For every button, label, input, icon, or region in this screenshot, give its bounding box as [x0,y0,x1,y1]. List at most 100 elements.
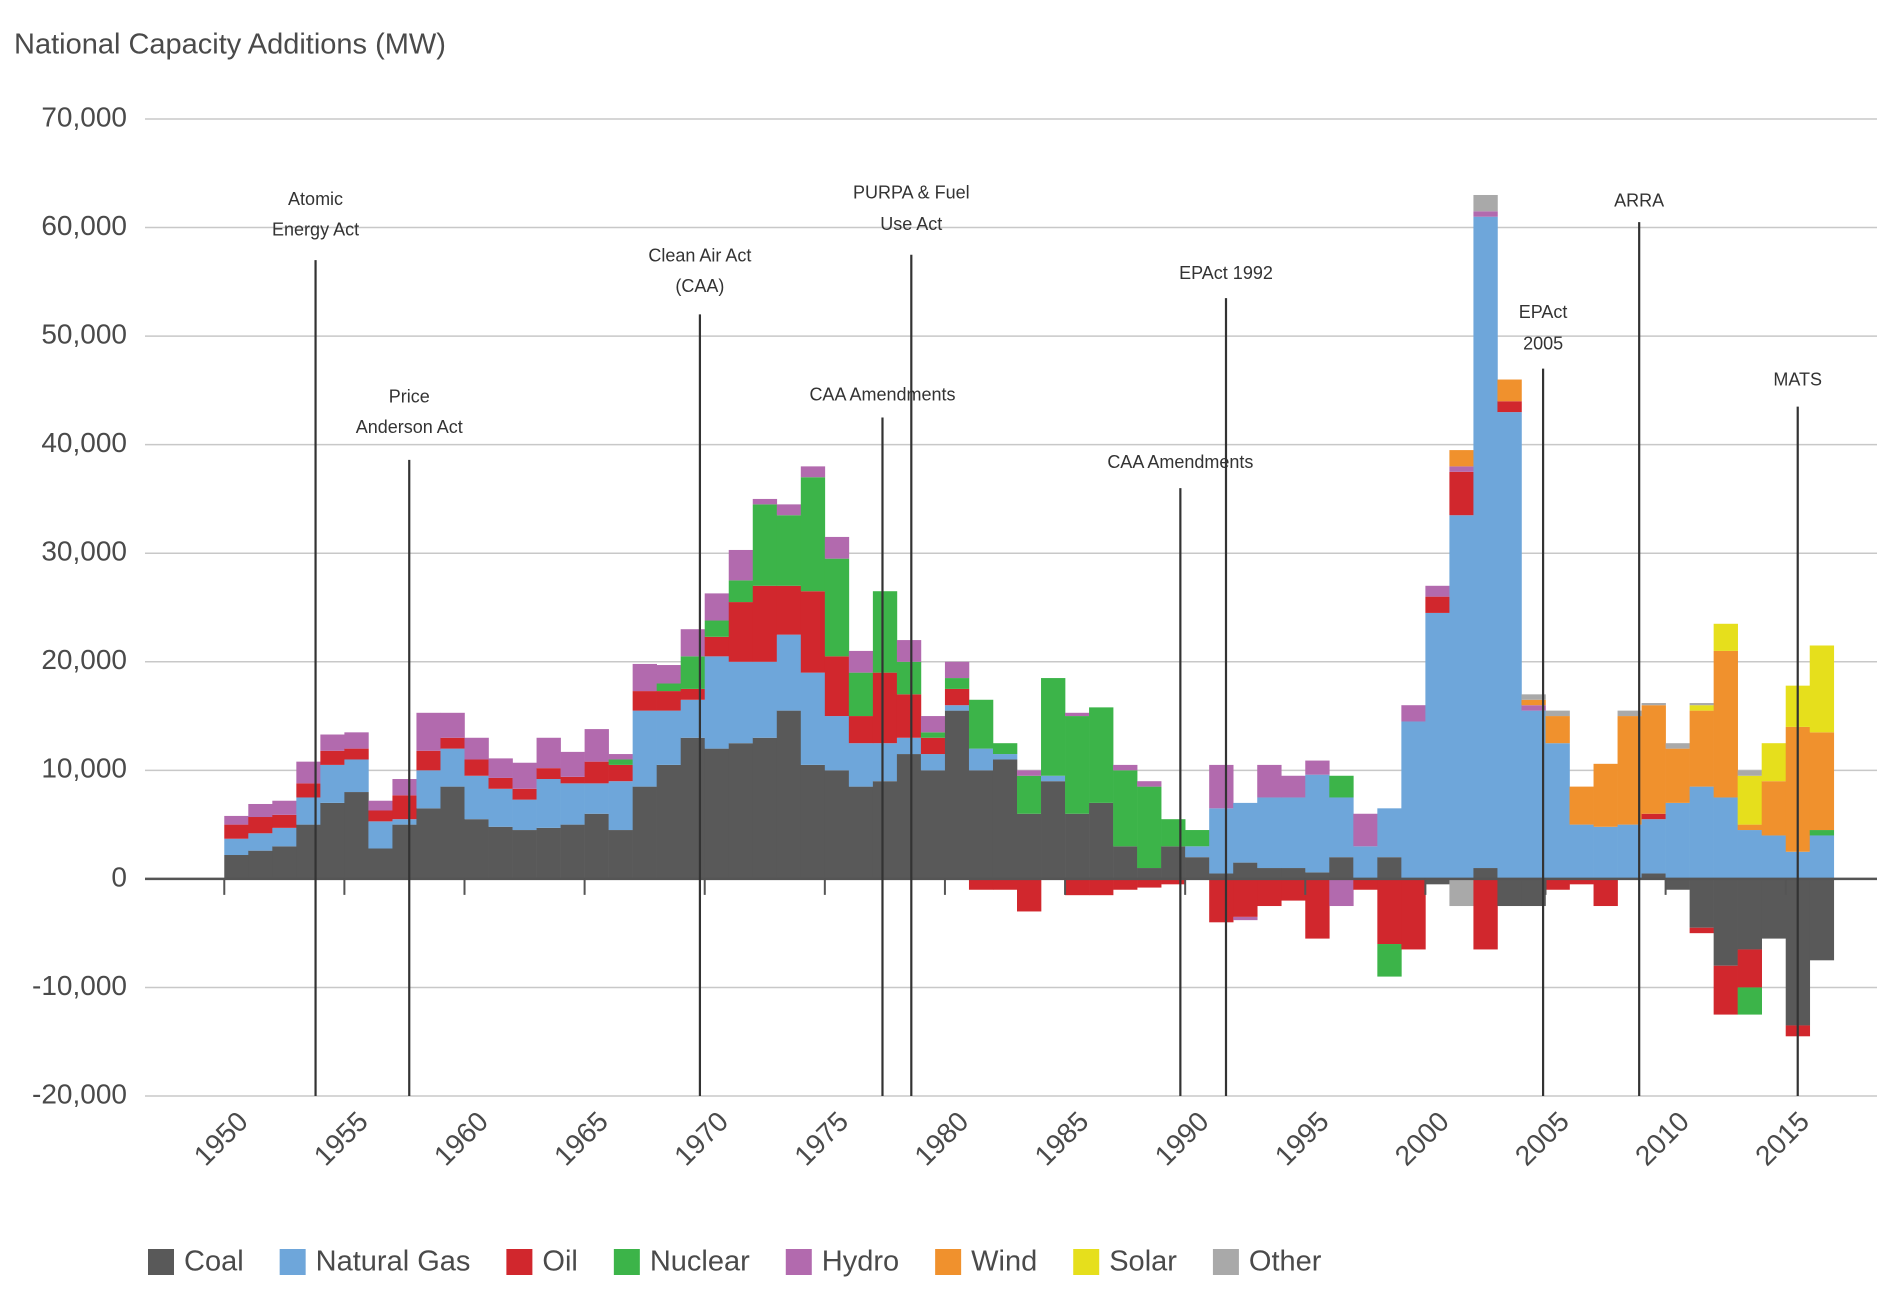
bar-segment [1065,813,1090,879]
bar-segment [1209,873,1234,879]
bar-segment [1737,949,1762,988]
bar-segment [464,775,489,820]
bar-segment [1593,763,1618,827]
legend-swatch [935,1249,962,1275]
bar-segment [680,737,706,879]
bar-segment [536,737,561,769]
bar-segment [776,504,802,516]
bar-segment [392,779,417,796]
bar-segment [1737,830,1762,879]
bar-segment [440,786,465,879]
bar-segment [1569,786,1594,825]
bar-segment [704,656,730,749]
bar-segment [1137,786,1162,869]
bar-segment [1521,699,1546,706]
bar-segment [608,830,633,879]
bar-segment [392,795,417,820]
annotation-text: PURPA & Fuel [853,183,970,203]
bar-segment [920,754,946,771]
bar-segment [1473,216,1498,869]
y-tick-label: -20,000 [32,1078,127,1109]
bar-segment [1089,802,1114,879]
bar-segment [1809,645,1835,733]
bar-segment [704,748,730,879]
bar-segment [1449,450,1474,467]
y-tick-label: 50,000 [41,319,127,350]
bar-segment [872,672,898,744]
bar-segment [1617,824,1642,879]
x-tick-label: 1980 [908,1106,974,1172]
bar-segment [344,792,369,879]
legend-swatch [148,1249,174,1275]
bar-segment [656,710,681,765]
bar-segment [416,770,441,809]
bar-segment [1545,716,1570,744]
bar-segment [248,850,273,879]
bar-segment [488,788,513,827]
x-tick-label: 1995 [1269,1106,1335,1172]
bar-segment [1065,716,1090,814]
annotation-text: EPAct [1519,302,1568,322]
bar-segment [1377,878,1402,945]
annotation-text: Use Act [880,214,942,234]
bar-segment [1689,878,1714,928]
bar-segment [968,748,994,771]
annotation-text: Anderson Act [356,417,463,437]
bar-segment [536,779,561,828]
annotation-text: CAA Amendments [809,385,955,405]
bar-segment [920,732,946,738]
bar-segment [1161,846,1186,879]
bar-segment [1737,775,1762,825]
legend: Coal Natural Gas Oil Nuclear Hydro Wind Solar O… [148,1246,1322,1278]
bar-segment [656,764,681,879]
x-tick-label: 2010 [1629,1106,1695,1172]
bar-segment [1137,868,1162,879]
bar-segment [1641,813,1666,820]
bar-segment [440,737,465,749]
bar-segment [1593,878,1618,907]
bar-segment [1689,786,1714,879]
bar-segment [1665,802,1690,879]
bar-segment [416,712,441,751]
bar-segment [584,813,609,879]
legend-label: Wind [971,1246,1037,1278]
bar-segment [824,716,850,771]
bar-segment [1665,748,1690,803]
bar-segment [1305,774,1330,873]
bar-segment [1497,379,1522,402]
axes: -20,000 -10,000 0 10,000 20,000 30,000 40,000 5… [32,101,1877,1172]
bar-segment [944,688,970,706]
bar-segment [968,699,994,749]
bar-segment [248,817,273,834]
bar-segment [1641,705,1666,814]
bar-segment [896,640,922,662]
x-tick-label: 1965 [548,1106,614,1172]
bar-segment [848,743,874,787]
annotation-text: Price [389,387,430,407]
x-tick-label: 1955 [308,1106,374,1172]
bar-segment [1641,819,1666,874]
legend-label: Other [1249,1246,1322,1278]
annotation-text: Atomic [288,189,343,209]
bar-segment [1017,813,1042,879]
bar-segment [752,585,778,662]
bar-segment [800,466,826,478]
bar-segment [992,754,1018,760]
bar-segment [1041,678,1066,776]
x-tick-label: 1950 [188,1106,254,1172]
bar-segment [1521,878,1546,907]
bar-segment [680,656,706,689]
bar-segment [992,743,1018,755]
bar-segment [632,786,657,879]
bar-segment [1545,743,1570,879]
legend-label: Solar [1109,1246,1177,1278]
bar-segment [320,734,345,751]
bar-segment [1761,781,1787,836]
bar-segment [1809,732,1835,831]
bar-segment [896,694,922,738]
bar-segment [536,768,561,780]
bar-segment [968,770,994,879]
bar-segment [296,824,321,879]
legend-label: Hydro [822,1246,899,1278]
